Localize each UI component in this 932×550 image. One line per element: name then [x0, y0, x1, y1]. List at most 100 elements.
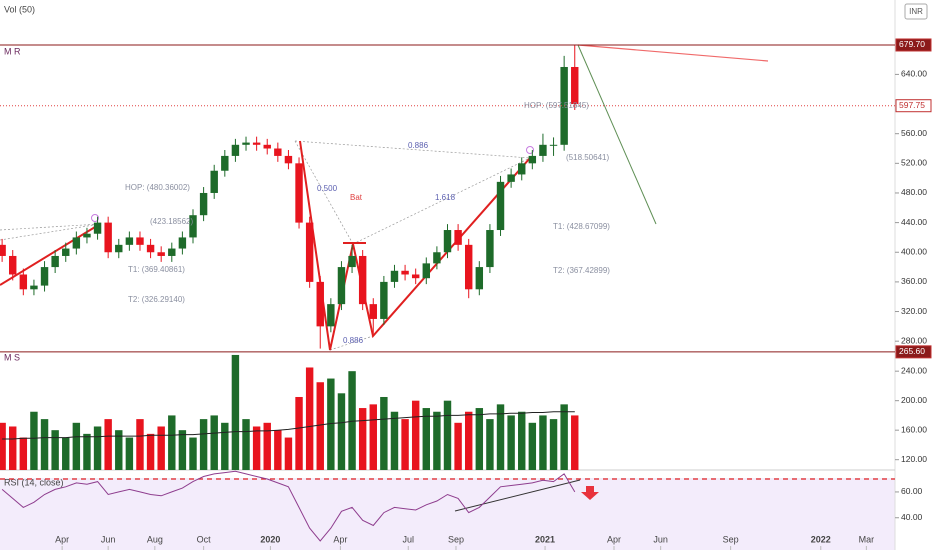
- candle-body: [464, 244, 473, 290]
- candle-body: [242, 142, 250, 145]
- candle-body: [136, 237, 144, 245]
- volume-bar: [221, 422, 229, 470]
- pattern-annotation: 0.886: [408, 141, 429, 150]
- volume-bar: [40, 419, 49, 470]
- x-tick-label: Apr: [55, 534, 69, 544]
- volume-bar: [189, 437, 197, 470]
- candle-body: [19, 274, 28, 290]
- candle-body: [528, 155, 537, 164]
- candle-body: [199, 192, 208, 216]
- volume-bar: [528, 422, 537, 470]
- candle-body: [518, 163, 526, 175]
- candle-body: [390, 270, 399, 282]
- x-tick-label: Apr: [333, 534, 347, 544]
- level-label: 597.75: [899, 100, 925, 110]
- pattern-annotation: 1.618: [435, 193, 456, 202]
- candle-body: [486, 230, 494, 268]
- volume-bar: [104, 419, 112, 470]
- volume-bar: [157, 426, 165, 470]
- x-tick-label: 2020: [260, 534, 280, 544]
- volume-bar: [9, 426, 17, 470]
- volume-bar: [369, 404, 377, 470]
- y-tick-label: 280.00: [901, 335, 927, 345]
- candle-body: [433, 252, 441, 264]
- candle-body: [189, 215, 197, 238]
- volume-bar: [93, 426, 102, 470]
- trend-line: [577, 44, 657, 225]
- volume-bar: [30, 411, 38, 470]
- currency-box: [904, 3, 928, 20]
- guide-line: [329, 335, 374, 351]
- volume-bar: [284, 437, 293, 470]
- candle-body: [316, 281, 324, 327]
- volume-bar: [72, 422, 81, 470]
- volume-label: Vol (50): [4, 4, 35, 14]
- candle-body: [295, 163, 303, 223]
- volume-bar: [560, 404, 568, 470]
- volume-bar: [274, 430, 282, 470]
- y-tick-label: 560.00: [901, 128, 927, 138]
- volume-bar: [496, 404, 505, 470]
- volume-bar: [422, 408, 431, 470]
- down-arrow: [581, 486, 599, 500]
- volume-bar: [390, 411, 399, 470]
- rsi-line: [1, 470, 576, 542]
- candle-body: [358, 255, 367, 305]
- volume-bar: [358, 408, 367, 470]
- candle-body: [30, 285, 38, 290]
- candle-body: [348, 255, 356, 268]
- candle-body: [146, 244, 155, 253]
- volume-bar: [295, 396, 303, 470]
- pattern-annotation: T1: (428.67099): [553, 222, 610, 231]
- candle-body: [178, 237, 187, 249]
- volume-bar: [263, 422, 271, 470]
- volume-bar: [348, 371, 356, 470]
- candle-body: [9, 255, 17, 275]
- y-tick-label: 200.00: [901, 395, 927, 405]
- candle-body: [72, 237, 81, 249]
- candle-body: [411, 274, 420, 279]
- volume-bar: [401, 419, 409, 470]
- volume-bar: [539, 415, 547, 470]
- candle-body: [401, 270, 409, 275]
- x-tick-label: 2022: [811, 534, 831, 544]
- pattern-annotation: 0.886: [343, 336, 364, 345]
- guide-line: [294, 140, 531, 159]
- candle-body: [443, 230, 452, 253]
- x-tick-label: Oct: [197, 534, 212, 544]
- candle-body: [83, 233, 91, 238]
- rsi-trend-line: [454, 479, 581, 512]
- y-tick-label: 440.00: [901, 217, 927, 227]
- volume-bar: [115, 430, 123, 470]
- candle-body: [231, 144, 240, 156]
- y-tick-label: 640.00: [901, 69, 927, 79]
- x-tick-label: Sep: [448, 534, 464, 544]
- candle-body: [539, 144, 547, 156]
- pattern-annotation: T1: (369.40861): [128, 265, 185, 274]
- candle-body: [337, 267, 346, 305]
- volume-bar: [178, 430, 187, 470]
- candle-body: [115, 244, 123, 253]
- resistance-label: M R: [4, 46, 21, 56]
- level-label: 679.70: [899, 39, 925, 49]
- support-label: M S: [4, 352, 20, 362]
- y-tick-label: 120.00: [901, 454, 927, 464]
- candle-body: [40, 267, 49, 286]
- y-tick-label: 480.00: [901, 187, 927, 197]
- pattern-annotation: HOP: (597.51845): [524, 101, 589, 110]
- y-tick-label: 520.00: [901, 158, 927, 168]
- volume-bar: [486, 419, 494, 470]
- pattern-annotation: T2: (367.42899): [553, 266, 610, 275]
- candle-body: [475, 267, 484, 290]
- pattern-annotation: T2: (326.29140): [128, 295, 185, 304]
- x-tick-label: Apr: [607, 534, 621, 544]
- candle-body: [305, 222, 314, 282]
- volume-bar: [475, 408, 484, 470]
- volume-bar: [443, 400, 452, 470]
- candle-body: [221, 155, 229, 171]
- candle-body: [51, 255, 59, 268]
- volume-bar: [199, 419, 208, 470]
- candle-body: [369, 304, 377, 319]
- volume-bar: [125, 437, 134, 470]
- volume-bar: [0, 422, 6, 470]
